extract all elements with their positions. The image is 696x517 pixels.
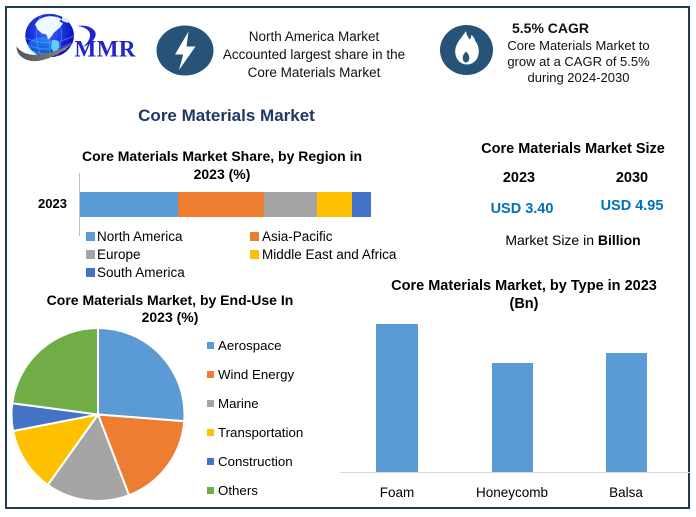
svg-text:MMR: MMR [75,37,136,62]
